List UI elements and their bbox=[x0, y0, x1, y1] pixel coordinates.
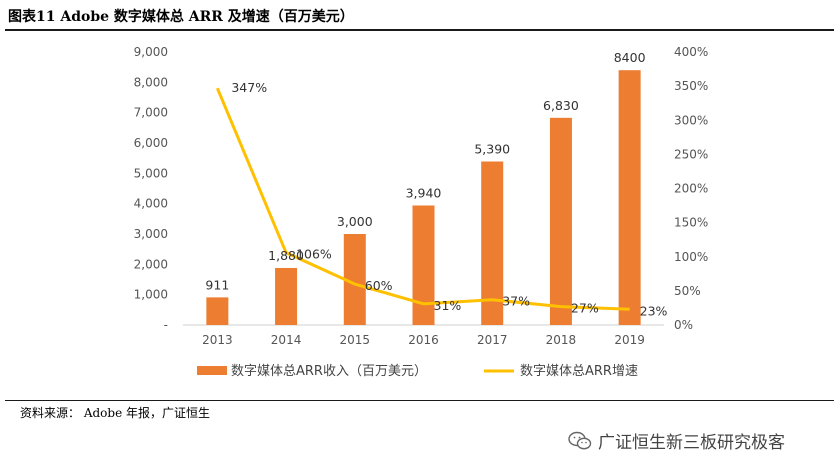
line-value-label: 27% bbox=[571, 301, 599, 316]
bar-2015 bbox=[343, 234, 366, 325]
line-value-label: 37% bbox=[502, 294, 530, 309]
left-axis-tick: 1,000 bbox=[134, 288, 168, 302]
bar-value-label: 3,940 bbox=[406, 185, 442, 200]
right-axis-tick: 400% bbox=[674, 45, 708, 59]
line-value-label: 31% bbox=[434, 298, 462, 313]
bar-2019 bbox=[618, 70, 641, 325]
right-axis-tick: 0% bbox=[674, 318, 693, 332]
x-axis-tick: 2017 bbox=[477, 333, 508, 347]
line-value-label: 60% bbox=[365, 278, 393, 293]
left-axis-tick: 2,000 bbox=[134, 257, 168, 271]
x-axis-tick: 2019 bbox=[614, 333, 645, 347]
legend-bar-swatch bbox=[197, 366, 227, 375]
legend-line-label: 数字媒体总ARR增速 bbox=[520, 364, 638, 379]
right-axis-tick: 50% bbox=[674, 284, 701, 298]
right-axis-tick: 350% bbox=[674, 79, 708, 93]
bar-value-label: 3,000 bbox=[337, 214, 373, 229]
right-axis-tick: 200% bbox=[674, 182, 708, 196]
legend: 数字媒体总ARR收入（百万美元） 数字媒体总ARR增速 bbox=[197, 364, 638, 379]
x-axis-tick: 2014 bbox=[271, 333, 302, 347]
left-axis-tick: 3,000 bbox=[134, 227, 168, 241]
bar-value-label: 1,880 bbox=[268, 248, 304, 263]
wechat-icon bbox=[568, 431, 592, 449]
top-rule bbox=[5, 29, 834, 31]
bar-2013 bbox=[206, 297, 229, 325]
x-axis-tick: 2018 bbox=[546, 333, 577, 347]
chart-title: 图表11 Adobe 数字媒体总 ARR 及增速（百万美元） bbox=[8, 9, 354, 25]
growth-line bbox=[215, 87, 630, 311]
bar-2017 bbox=[481, 161, 504, 325]
bar-2018 bbox=[549, 117, 572, 325]
left-axis-tick: 6,000 bbox=[134, 136, 168, 150]
x-axis-tick: 2013 bbox=[202, 333, 233, 347]
left-axis-tick: 8,000 bbox=[134, 75, 168, 89]
line-value-label: 23% bbox=[640, 303, 668, 318]
bar-value-label: 8400 bbox=[614, 50, 646, 65]
x-axis-tick: 2015 bbox=[340, 333, 371, 347]
left-axis-tick: 7,000 bbox=[134, 106, 168, 120]
line-value-label: 347% bbox=[231, 80, 267, 95]
left-axis-tick: - bbox=[164, 318, 168, 332]
right-axis-tick: 100% bbox=[674, 250, 708, 264]
combo-chart: - 1,000 2,000 3,000 4,000 5,000 6,000 7,000 8,00… bbox=[134, 45, 709, 379]
right-axis-tick: 250% bbox=[674, 147, 708, 161]
legend-bar-label: 数字媒体总ARR收入（百万美元） bbox=[231, 364, 427, 379]
bar-2016 bbox=[412, 205, 435, 325]
bar-2014 bbox=[275, 267, 298, 325]
bottom-rule bbox=[5, 400, 834, 401]
left-axis-tick: 9,000 bbox=[134, 45, 168, 59]
left-axis-tick: 4,000 bbox=[134, 197, 168, 211]
bar-value-label: 5,390 bbox=[474, 142, 510, 157]
right-axis-tick: 300% bbox=[674, 113, 708, 127]
right-axis-tick: 150% bbox=[674, 216, 708, 230]
left-axis-tick: 5,000 bbox=[134, 166, 168, 180]
source-note: 资料来源： Adobe 年报，广证恒生 bbox=[20, 406, 210, 420]
line-value-label: 106% bbox=[296, 247, 332, 262]
watermark: 广证恒生新三板研究极客 bbox=[568, 428, 785, 453]
x-axis-tick: 2016 bbox=[408, 333, 439, 347]
bar-value-label: 911 bbox=[205, 277, 229, 292]
bar-value-label: 6,830 bbox=[543, 98, 579, 113]
watermark-text: 广证恒生新三板研究极客 bbox=[598, 433, 785, 453]
